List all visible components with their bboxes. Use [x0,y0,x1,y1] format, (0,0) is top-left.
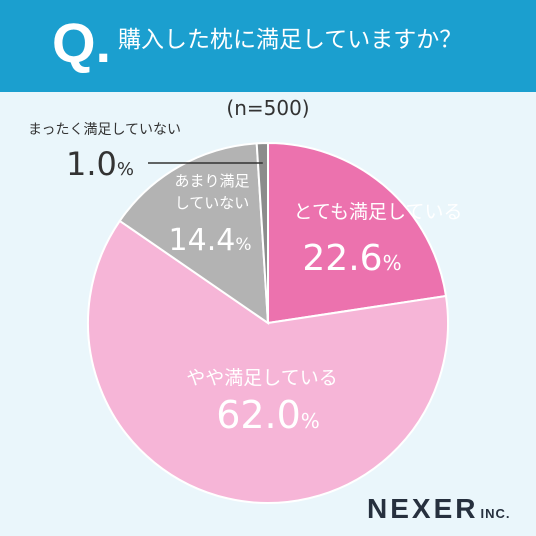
slice-label-very-satisfied: とても満足している 22.6% [294,201,463,279]
slice-category-label: あまり満足 [174,172,249,190]
slice-value-label: 22.6% [302,238,401,279]
q-mark: Q. [52,11,112,74]
slice-value-label: 1.0% [66,145,134,183]
slice-value-label: 62.0% [216,393,320,437]
question-header: Q. 購入した枕に満足していますか？ [0,0,536,92]
slice-category-label: していない [175,194,250,212]
sample-size-label: (n=500) [226,96,310,120]
pie-slice-very-satisfied [267,141,448,325]
pie-slice-not-very-satisfied [118,142,270,325]
slice-label-not-at-all-satisfied: まったく満足していない 1.0% [28,122,263,183]
slice-category-label: とても満足している [294,201,463,223]
logo-main: NEXER [367,493,479,524]
slice-category-label: まったく満足していない [28,122,181,138]
pie-slice-somewhat-satisfied [87,219,449,504]
logo-suffix: INC. [480,506,511,521]
nexer-logo: NEXER INC. [367,493,510,525]
slice-category-label: やや満足している [186,367,337,389]
slice-label-somewhat-satisfied: やや満足している 62.0% [186,367,337,437]
question-text: 購入した枕に満足していますか？ [118,27,463,53]
slice-value-label: 14.4% [169,223,252,258]
pie-slice-not-at-all-satisfied [255,141,269,324]
